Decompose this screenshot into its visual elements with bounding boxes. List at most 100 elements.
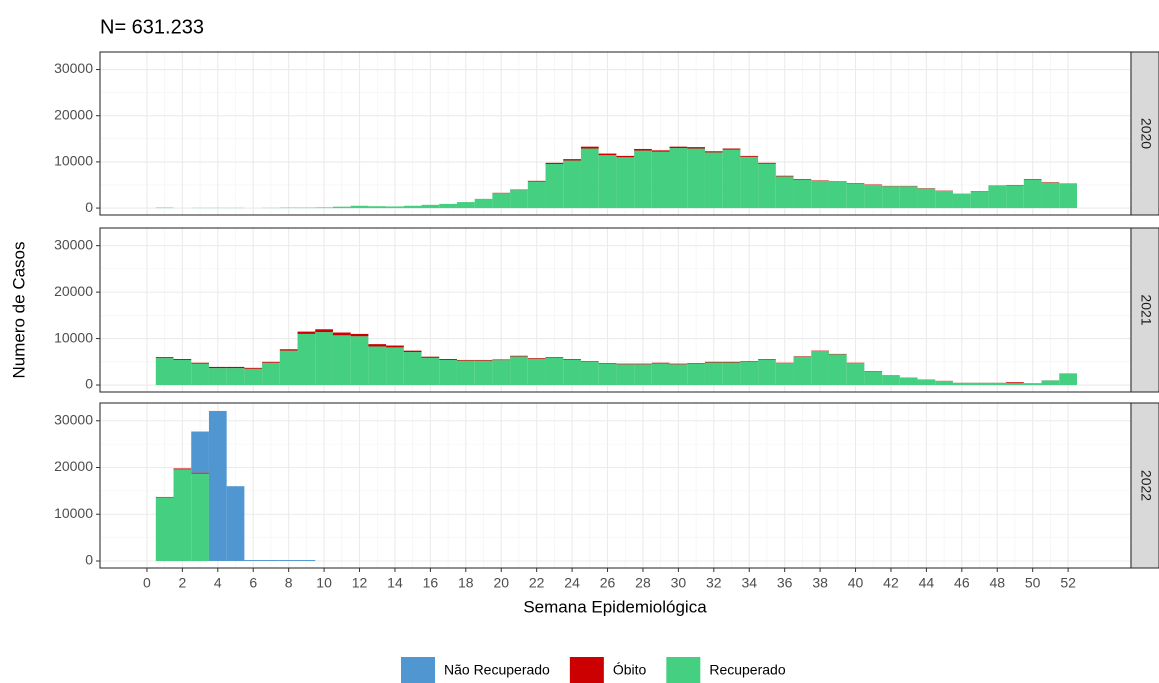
bar: [510, 356, 528, 386]
y-tick-label: 0: [85, 199, 93, 215]
bar: [580, 146, 599, 149]
x-tick-label: 22: [529, 575, 545, 591]
legend-swatch: [666, 657, 701, 683]
x-tick-label: 12: [352, 575, 368, 591]
bar: [634, 148, 652, 151]
bar: [988, 185, 1007, 209]
x-tick-label: 28: [635, 575, 651, 591]
facet-label: 2022: [1138, 470, 1154, 501]
bar: [828, 354, 847, 386]
bar: [332, 335, 351, 386]
bar: [279, 350, 298, 386]
bar: [244, 367, 263, 369]
bar: [598, 363, 617, 364]
x-tick-label: 26: [600, 575, 616, 591]
bar: [598, 155, 617, 209]
bar: [634, 364, 652, 386]
bar: [616, 155, 635, 158]
bar: [704, 362, 723, 386]
bar: [492, 360, 511, 386]
bar: [970, 382, 989, 386]
bar: [279, 560, 298, 561]
bar: [1023, 383, 1042, 386]
bar: [297, 560, 316, 561]
bar: [563, 160, 581, 209]
bar: [899, 377, 918, 386]
bar: [811, 351, 829, 386]
x-tick-label: 10: [316, 575, 332, 591]
bar: [368, 346, 387, 386]
bar: [510, 190, 528, 209]
bar: [403, 350, 422, 353]
bar: [386, 347, 404, 386]
bar: [1023, 179, 1042, 209]
y-tick-label: 20000: [54, 458, 93, 474]
x-tick-label: 46: [954, 575, 970, 591]
x-tick-label: 14: [387, 575, 403, 591]
bar: [775, 176, 794, 209]
bar: [527, 358, 546, 386]
bar: [226, 486, 245, 561]
bar: [651, 151, 670, 209]
bar: [315, 207, 333, 209]
bar: [704, 151, 723, 153]
facet-strip: [1130, 51, 1159, 216]
x-tick-label: 30: [671, 575, 687, 591]
bar: [279, 349, 298, 351]
bar: [669, 146, 688, 149]
bar: [882, 186, 900, 209]
bar: [775, 175, 794, 177]
bar: [155, 357, 174, 359]
bar: [740, 155, 759, 157]
bar: [191, 473, 209, 561]
x-tick-label: 50: [1025, 575, 1041, 591]
bar: [474, 359, 493, 361]
bar: [191, 363, 209, 386]
x-tick-label: 20: [493, 575, 509, 591]
x-tick-label: 6: [249, 575, 257, 591]
bar: [722, 149, 741, 209]
bar: [456, 359, 475, 361]
bar: [439, 203, 457, 209]
legend: Não Recuperado Óbito Recuperado: [401, 657, 786, 683]
y-tick-label: 0: [85, 376, 93, 392]
facet-label: 2020: [1138, 118, 1154, 149]
bar: [456, 202, 475, 209]
legend-label: Óbito: [613, 662, 647, 678]
bar: [1059, 373, 1077, 386]
bar: [563, 159, 581, 161]
bar: [811, 180, 829, 209]
bar: [793, 356, 812, 386]
bar: [846, 183, 865, 209]
bar: [262, 560, 280, 561]
bar: [545, 357, 564, 358]
bar: [527, 180, 546, 182]
bar: [687, 148, 705, 209]
x-tick-label: 0: [143, 575, 151, 591]
bar: [864, 371, 883, 386]
facet-strip: [1130, 227, 1159, 393]
bar: [350, 205, 369, 209]
bar: [669, 364, 688, 386]
bar: [634, 150, 652, 209]
x-tick-label: 24: [564, 575, 580, 591]
bar: [155, 358, 174, 386]
bar: [191, 362, 209, 364]
x-tick-label: 18: [458, 575, 474, 591]
bar: [1006, 382, 1024, 384]
bar: [1041, 182, 1060, 209]
bar: [474, 360, 493, 386]
bar: [403, 205, 422, 209]
bar: [704, 152, 723, 209]
bar: [952, 193, 971, 209]
bar: [421, 356, 440, 358]
bar: [935, 380, 953, 386]
bar: [545, 162, 564, 164]
chart-title: N= 631.233: [100, 16, 204, 38]
bar: [350, 333, 369, 337]
bar: [722, 361, 741, 363]
legend-label: Não Recuperado: [444, 662, 550, 678]
bar: [616, 364, 635, 386]
bar: [386, 345, 404, 348]
x-tick-label: 52: [1060, 575, 1076, 591]
